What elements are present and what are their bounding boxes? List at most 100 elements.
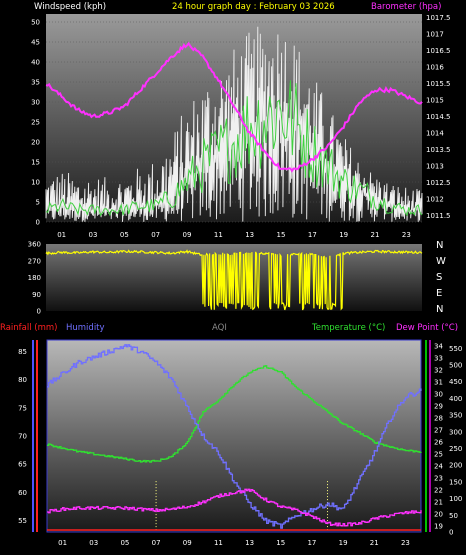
x-tick-top: 03 [89,231,98,239]
aqi-y-tick: 300 [449,428,462,436]
x-tick-bottom: 15 [276,539,285,547]
wind-y-tick: 5 [36,199,40,207]
temperature-axis-bar [425,340,427,532]
humidity-axis-bar [32,340,34,532]
aqi-y-tick: 50 [449,512,458,520]
barometer-y-tick: 1012 [426,195,444,203]
x-tick-bottom: 11 [214,539,223,547]
humidity-y-tick: 80 [18,376,27,384]
x-tick-bottom: 03 [89,539,98,547]
temperature-y-tick: 24 [434,463,443,471]
wind-y-tick: 45 [31,39,40,47]
barometer-y-tick: 1016.5 [426,47,451,55]
x-tick-top: 11 [214,231,223,239]
humidity-y-tick: 55 [18,517,27,525]
x-tick-top: 21 [371,231,380,239]
barometer-y-tick: 1011.5 [426,212,451,220]
wind-y-tick: 35 [31,79,40,87]
wind-y-tick: 0 [36,219,40,227]
wind-y-tick: 10 [31,179,40,187]
direction-label-w: W [436,256,446,267]
x-tick-bottom: 05 [120,539,129,547]
temperature-y-tick: 32 [434,367,443,375]
barometer-y-tick: 1015 [426,96,444,104]
humidity-y-tick: 60 [18,489,27,497]
x-tick-bottom: 19 [339,539,348,547]
x-tick-bottom: 23 [401,539,410,547]
temperature-y-tick: 34 [434,343,443,351]
barometer-y-tick: 1013 [426,162,444,170]
direction-y-tick: 180 [28,274,41,282]
barometer-series [45,41,423,173]
temperature-y-tick: 25 [434,451,443,459]
temperature-y-tick: 26 [434,439,443,447]
direction-y-tick: 90 [32,291,41,299]
x-tick-top: 07 [151,231,160,239]
aqi-y-tick: 150 [449,478,462,486]
temperature-y-tick: 19 [434,523,443,531]
temperature-y-tick: 21 [434,499,443,507]
direction-y-tick: 360 [28,241,41,249]
x-tick-top: 19 [339,231,348,239]
humidity-y-tick: 70 [18,433,27,441]
aqi-y-tick: 350 [449,412,462,420]
temperature-y-tick: 29 [434,403,443,411]
wind-y-tick: 30 [31,99,40,107]
dewpoint-axis-bar [429,340,431,532]
x-tick-top: 23 [402,231,411,239]
temperature-y-tick: 33 [434,355,443,363]
direction-label-s: S [436,272,442,283]
direction-label-e: E [436,288,442,299]
aqi-y-tick: 550 [449,345,462,353]
humidity-label: Humidity [66,323,105,333]
x-tick-bottom: 01 [58,539,67,547]
dewpoint-label: Dew Point (°C) [396,323,458,333]
temperature-y-tick: 20 [434,511,443,519]
x-tick-top: 05 [120,231,129,239]
barometer-y-tick: 1017.5 [426,14,451,22]
windspeed-series [45,80,423,217]
barometer-y-tick: 1016 [426,63,444,71]
x-tick-top: 15 [277,231,286,239]
barometer-y-tick: 1017 [426,30,444,38]
wind-y-tick: 15 [31,159,40,167]
climate-plot-area [47,340,421,532]
aqi-y-tick: 0 [449,529,453,537]
temperature-y-tick: 22 [434,487,443,495]
wind-y-tick: 50 [31,19,40,27]
x-tick-top: 13 [245,231,254,239]
wind-y-tick: 40 [31,59,40,67]
temperature-y-tick: 23 [434,475,443,483]
dewpoint-series [47,488,422,527]
x-tick-bottom: 21 [370,539,379,547]
aqi-y-tick: 200 [449,462,462,470]
aqi-label: AQI [212,323,227,333]
temperature-y-tick: 31 [434,379,443,387]
barometer-y-tick: 1012.5 [426,179,451,187]
direction-label-n: N [436,304,443,315]
x-tick-top: 09 [183,231,192,239]
x-tick-top: 17 [308,231,317,239]
barometer-y-tick: 1014 [426,129,444,137]
aqi-y-tick: 450 [449,378,462,386]
humidity-y-tick: 85 [18,348,27,356]
windspeed-label: Windspeed (kph) [34,2,106,12]
climate-plot-border [46,339,422,533]
barometer-label: Barometer (hpa) [371,2,441,12]
direction-y-tick: 0 [37,308,41,316]
temperature-y-tick: 28 [434,415,443,423]
barometer-y-tick: 1014.5 [426,113,451,121]
graph-title: 24 hour graph day : February 03 2026 [172,2,335,12]
barometer-y-tick: 1015.5 [426,80,451,88]
x-tick-bottom: 17 [307,539,316,547]
aqi-y-tick: 500 [449,362,462,370]
temperature-label: Temperature (°C) [311,323,385,333]
barometer-y-tick: 1013.5 [426,146,451,154]
x-tick-bottom: 09 [183,539,192,547]
x-tick-bottom: 13 [245,539,254,547]
humidity-y-tick: 65 [18,461,27,469]
temperature-y-tick: 27 [434,427,443,435]
humidity-series [47,344,422,529]
